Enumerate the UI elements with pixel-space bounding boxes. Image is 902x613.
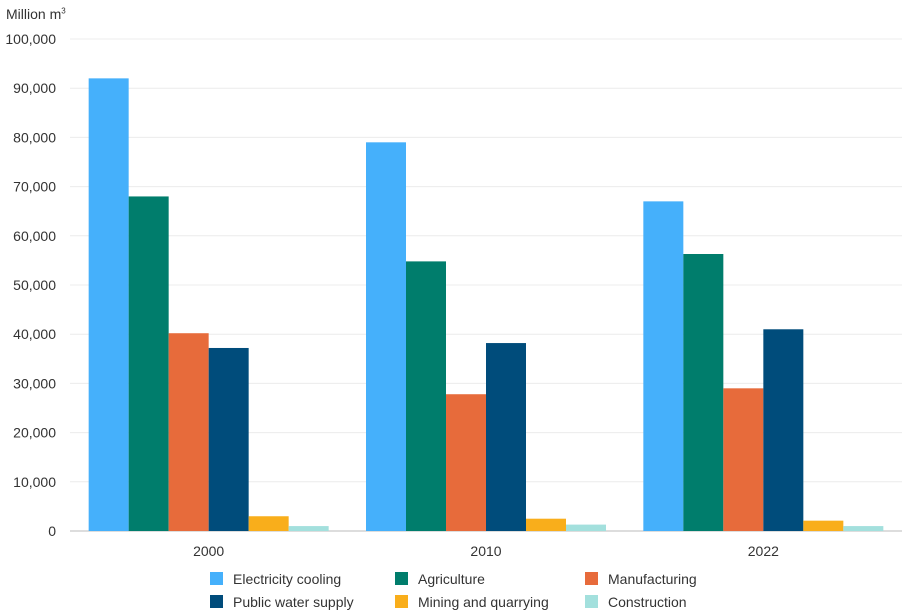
y-tick-label: 60,000: [13, 228, 56, 244]
bar-mining-and-quarrying-2010: [526, 518, 566, 531]
legend: Electricity cooling Agriculture Manufactur…: [210, 570, 830, 610]
bars: [88, 78, 884, 532]
legend-swatch: [210, 572, 223, 585]
legend-swatch: [585, 572, 598, 585]
bar-electricity-cooling-2010: [366, 142, 406, 531]
y-tick-label: 40,000: [13, 326, 56, 342]
bar-agriculture-2010: [406, 261, 446, 531]
x-tick-label: 2000: [193, 543, 224, 559]
legend-item-electricity-cooling: Electricity cooling: [210, 570, 395, 587]
legend-swatch: [210, 595, 223, 608]
bar-manufacturing-2022: [723, 388, 764, 531]
bar-mining-and-quarrying-2000: [248, 516, 289, 531]
y-axis-ticks: 0 10,000 20,000 30,000 40,000 50,000 60,000 70,…: [5, 31, 56, 539]
legend-label: Mining and quarrying: [418, 593, 549, 610]
bar-manufacturing-2000: [168, 333, 209, 531]
y-tick-label: 30,000: [13, 375, 56, 391]
y-tick-label: 20,000: [13, 425, 56, 441]
y-tick-label: 10,000: [13, 474, 56, 490]
legend-swatch: [395, 595, 408, 608]
bar-electricity-cooling-2022: [643, 201, 684, 532]
bar-electricity-cooling-2000: [88, 78, 129, 532]
legend-label: Construction: [608, 593, 687, 610]
bar-construction-2010: [566, 524, 606, 531]
bar-manufacturing-2010: [446, 394, 486, 531]
legend-item-manufacturing: Manufacturing: [585, 570, 775, 587]
bar-agriculture-2000: [128, 196, 169, 531]
legend-item-public-water-supply: Public water supply: [210, 593, 395, 610]
bar-construction-2000: [288, 526, 329, 531]
bar-agriculture-2022: [683, 254, 724, 531]
x-tick-label: 2010: [470, 543, 501, 559]
legend-item-construction: Construction: [585, 593, 775, 610]
bar-mining-and-quarrying-2022: [803, 520, 844, 531]
bar-construction-2022: [843, 526, 884, 531]
y-tick-label: 100,000: [5, 31, 56, 47]
legend-item-mining-and-quarrying: Mining and quarrying: [395, 593, 585, 610]
legend-label: Manufacturing: [608, 570, 697, 587]
bar-public-water-supply-2000: [208, 347, 249, 531]
legend-swatch: [395, 572, 408, 585]
y-axis-unit-label: Million m3: [6, 6, 66, 22]
y-tick-label: 70,000: [13, 179, 56, 195]
x-axis-ticks: 2000 2010 2022: [193, 543, 779, 559]
legend-item-agriculture: Agriculture: [395, 570, 585, 587]
bar-public-water-supply-2010: [486, 343, 526, 531]
legend-swatch: [585, 595, 598, 608]
bar-public-water-supply-2022: [763, 329, 804, 531]
y-tick-label: 80,000: [13, 129, 56, 145]
legend-label: Agriculture: [418, 570, 485, 587]
x-tick-label: 2022: [748, 543, 779, 559]
y-axis-unit-superscript: 3: [61, 6, 66, 16]
bar-chart: 0 10,000 20,000 30,000 40,000 50,000 60,000 70,…: [5, 31, 902, 559]
y-tick-label: 0: [48, 523, 56, 539]
y-axis-unit-text: Million m: [6, 6, 62, 22]
y-tick-label: 50,000: [13, 277, 56, 293]
y-tick-label: 90,000: [13, 80, 56, 96]
legend-label: Electricity cooling: [233, 570, 342, 587]
legend-label: Public water supply: [233, 593, 354, 610]
